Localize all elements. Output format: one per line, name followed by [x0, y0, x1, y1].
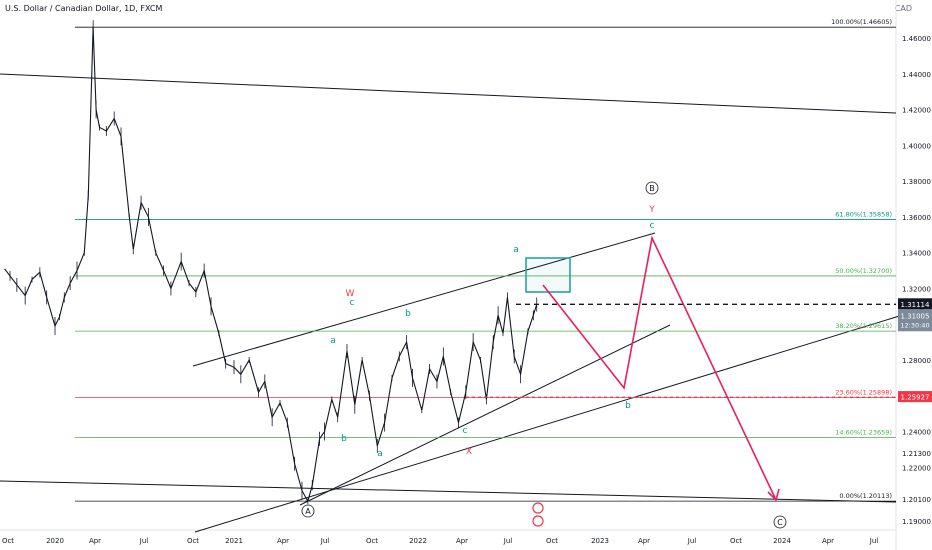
- wave-label: a: [377, 449, 383, 459]
- wave-label: b: [341, 434, 347, 444]
- y-tick-label: 1.28000: [902, 357, 931, 365]
- countdown-text: 12:30:40: [900, 321, 929, 329]
- forecast-arrowhead: [767, 488, 780, 502]
- wave-circle: [773, 515, 787, 529]
- wave-circle: [301, 504, 315, 518]
- wave-labels: Wc a b a b c Xa B Yc b A C: [301, 181, 787, 529]
- price-line: [4, 27, 538, 503]
- x-axis: Oct 2020 Apr Jul Oct 2021 Apr Jul Oct 2022 Apr Jul O…: [2, 537, 878, 545]
- wave-label: B: [649, 184, 655, 193]
- last-price-badge: [898, 298, 932, 310]
- y-tick-label: 1.36000: [902, 214, 931, 222]
- y-tick-label: 1.46000: [902, 35, 931, 43]
- trendlines: [0, 73, 932, 533]
- price-series: [4, 20, 896, 505]
- y-tick-label: 1.20100: [902, 496, 931, 504]
- fib-level-label: 100.00%(1.46605): [831, 18, 892, 26]
- currency-label: CAD: [894, 4, 912, 13]
- y-tick-label: 1.19000: [902, 518, 931, 526]
- fib-level-label: 14.60%(1.23659): [835, 429, 892, 437]
- current-price-badge: [898, 309, 932, 332]
- y-tick-label: 1.22000: [902, 464, 931, 472]
- level-badge: [898, 391, 932, 403]
- wave-label: c: [650, 221, 655, 231]
- x-tick-label: Jul: [503, 537, 513, 545]
- x-tick-label: 2022: [409, 537, 427, 545]
- x-tick-label: Jul: [869, 537, 879, 545]
- fib-level-label: 0.00%(1.20113): [839, 492, 892, 500]
- x-tick-label: Oct: [187, 537, 199, 545]
- fib-level-label: 23.60%(1.25898): [835, 389, 892, 397]
- forecast-path: [542, 235, 777, 501]
- last-price-text: 1.31114: [901, 301, 930, 309]
- chart-title: U.S. Dollar / Canadian Dollar, 1D, FXCM: [5, 4, 163, 13]
- y-tick-label: 1.34000: [902, 250, 931, 258]
- y-tick-label: 1.21300: [902, 450, 931, 458]
- x-tick-label: 2024: [773, 537, 791, 545]
- wave-label: c: [350, 298, 355, 308]
- event-marker: [532, 515, 544, 527]
- x-tick-label: Jul: [139, 537, 149, 545]
- y-tick-label: 1.44000: [902, 71, 931, 79]
- wave-label: W: [346, 289, 355, 299]
- trendline: [299, 324, 671, 506]
- x-tick-label: 2023: [591, 537, 609, 545]
- x-tick-label: Apr: [89, 537, 101, 545]
- trendline: [0, 480, 897, 503]
- y-tick-label: 1.40000: [902, 142, 931, 150]
- trendline: [194, 305, 932, 533]
- x-tick-label: Apr: [277, 537, 289, 545]
- current-price-text: 1.31005: [901, 312, 930, 320]
- x-tick-label: Oct: [730, 537, 742, 545]
- x-tick-label: Oct: [546, 537, 558, 545]
- wave-circle: [645, 181, 659, 195]
- x-tick-label: 2020: [46, 537, 64, 545]
- y-tick-label: 1.32000: [902, 285, 931, 293]
- level-badge-text: 1.25927: [901, 394, 930, 402]
- x-tick-label: 2021: [225, 537, 243, 545]
- wave-label: a: [330, 336, 336, 346]
- wave-label: Y: [648, 205, 655, 215]
- x-tick-label: Oct: [2, 537, 14, 545]
- fibonacci-levels: 100.00%(1.46605) 61.80%(1.35858) 50.00%(1.…: [75, 18, 896, 502]
- fib-level-label: 61.80%(1.35858): [835, 210, 892, 218]
- x-tick-label: Jul: [687, 537, 697, 545]
- fib-level-label: 38.20%(1.29615): [835, 322, 892, 330]
- wave-forecast: [525, 235, 780, 502]
- y-axis: 1.46000 1.44000 1.42000 1.40000 1.38000 1.360…: [902, 35, 931, 526]
- fib-level-label: 50.00%(1.32700): [835, 267, 892, 275]
- wave-label: b: [405, 309, 411, 319]
- trendline: [192, 232, 656, 367]
- trendline: [0, 73, 897, 114]
- x-tick-label: Apr: [456, 537, 468, 545]
- wave-label: c: [463, 426, 468, 436]
- y-tick-label: 1.42000: [902, 107, 931, 115]
- x-tick-label: Jul: [320, 537, 330, 545]
- y-tick-label: 1.24000: [902, 429, 931, 437]
- y-tick-label: 1.38000: [902, 178, 931, 186]
- wave-label: a: [513, 245, 519, 255]
- target-box: [525, 257, 571, 293]
- event-marker: [532, 502, 544, 514]
- wave-label: C: [777, 518, 783, 527]
- wave-label: X: [466, 447, 472, 457]
- x-tick-label: Apr: [822, 537, 834, 545]
- wave-label: A: [305, 507, 311, 516]
- x-tick-label: Apr: [638, 537, 650, 545]
- x-tick-label: Oct: [366, 537, 378, 545]
- wave-label: b: [625, 401, 631, 411]
